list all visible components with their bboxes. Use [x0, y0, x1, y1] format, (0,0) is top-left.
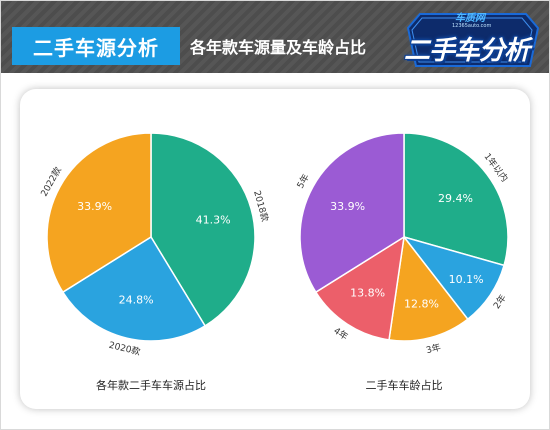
slice-category-label: 2018款	[251, 189, 271, 223]
slice-percent-label: 10.1%	[449, 273, 484, 286]
pie-slice	[150, 132, 256, 327]
slice-percent-label: 24.8%	[119, 294, 154, 307]
slice-percent-label: 12.8%	[404, 297, 439, 310]
logo-text: 二手车分析	[404, 36, 530, 66]
pie-slice	[403, 132, 509, 267]
page-subtitle: 各年款车源量及车龄占比	[190, 38, 367, 57]
logo-badge-icon	[406, 13, 540, 67]
page-title: 二手车源分析	[12, 27, 180, 65]
logo-site-name: 车质网	[455, 13, 485, 24]
slice-percent-label: 33.9%	[77, 200, 112, 213]
slice-percent-label: 33.9%	[330, 200, 365, 213]
pie-slice	[299, 132, 405, 294]
slice-percent-label: 41.3%	[196, 214, 231, 227]
pie-slice	[388, 235, 469, 342]
pie-slice	[46, 132, 152, 294]
slice-category-label: 3年	[425, 341, 442, 356]
slice-category-label: 5年	[294, 172, 312, 191]
logo-url: 12365auto.com	[452, 23, 492, 29]
slice-category-label: 4年	[331, 325, 350, 343]
slice-percent-label: 13.8%	[350, 287, 385, 300]
chart-title: 二手车车龄占比	[366, 378, 443, 392]
pie-slice	[314, 235, 405, 341]
chart-title: 各年款二手车车源占比	[96, 378, 206, 392]
pie-slice	[61, 235, 207, 342]
slice-percent-label: 29.4%	[438, 192, 473, 205]
slice-category-label: 2年	[491, 292, 509, 311]
slice-category-label: 2020款	[108, 339, 142, 358]
pie-chart-2: 29.4%1年以内10.1%2年12.8%3年13.8%4年33.9%5年二手车…	[294, 132, 511, 392]
